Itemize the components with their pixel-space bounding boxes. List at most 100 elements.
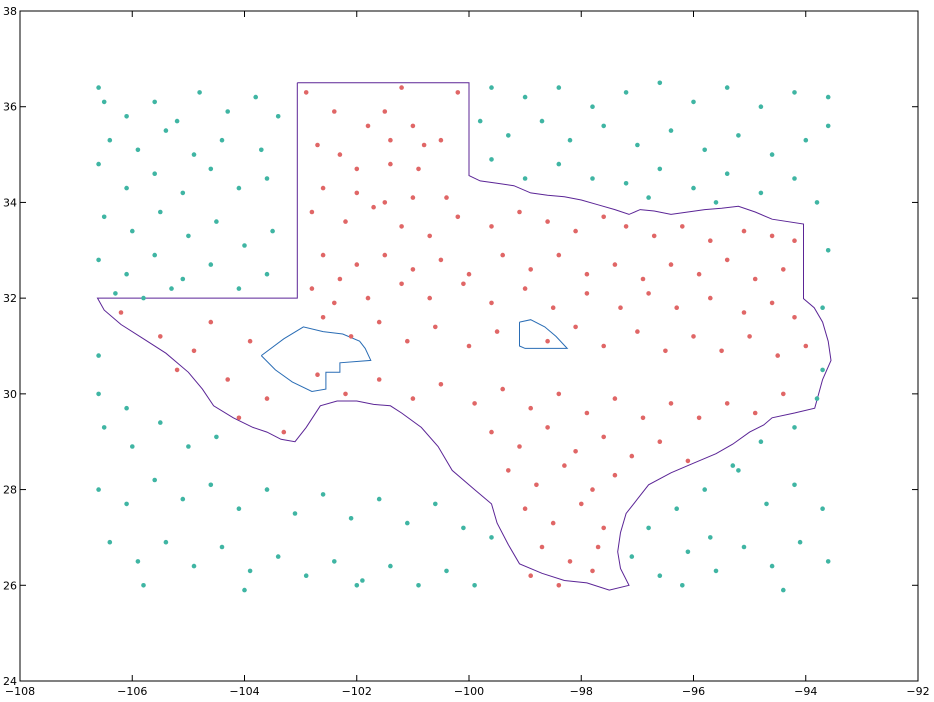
point-outside (236, 286, 242, 291)
point-outside (781, 587, 786, 593)
point-outside (180, 496, 186, 502)
point-inside (382, 109, 388, 114)
point-inside (494, 329, 500, 334)
point-outside (214, 434, 219, 440)
point-outside (825, 123, 831, 129)
point-inside (657, 439, 663, 445)
point-inside (399, 224, 404, 229)
point-inside (309, 209, 315, 215)
point-inside (556, 391, 562, 397)
point-inside (741, 228, 747, 234)
point-outside (130, 444, 135, 449)
point-outside (101, 99, 107, 105)
point-outside (354, 583, 360, 588)
point-outside (522, 176, 528, 181)
point-outside (247, 568, 253, 574)
point-outside (259, 147, 264, 153)
y-tick-label: 32 (3, 292, 17, 305)
point-outside (180, 190, 186, 196)
point-inside (320, 252, 326, 258)
point-inside (612, 262, 618, 267)
point-outside (242, 587, 247, 593)
point-outside (96, 85, 101, 90)
point-outside (107, 539, 113, 545)
point-outside (332, 559, 337, 564)
point-outside (197, 90, 202, 95)
point-outside (433, 501, 438, 507)
point-inside (635, 329, 640, 334)
point-outside (724, 85, 730, 90)
point-outside (208, 482, 214, 488)
point-outside (96, 257, 101, 263)
point-inside (506, 468, 511, 473)
point-inside (719, 348, 724, 354)
point-outside (303, 573, 309, 578)
y-tick-label: 28 (3, 484, 17, 497)
x-tick-label: −92 (906, 685, 929, 698)
point-outside (163, 539, 169, 545)
point-outside (158, 420, 163, 425)
point-inside (500, 386, 506, 392)
point-inside (550, 520, 556, 526)
point-inside (191, 348, 197, 354)
point-outside (713, 200, 719, 205)
x-tick-label: −102 (342, 685, 372, 698)
point-outside (825, 94, 831, 100)
point-inside (573, 228, 578, 234)
point-outside (158, 209, 163, 215)
point-outside (646, 525, 651, 531)
point-inside (781, 267, 786, 272)
point-inside (388, 161, 393, 167)
point-outside (758, 190, 764, 196)
point-inside (354, 190, 360, 196)
point-outside (691, 99, 696, 105)
point-inside (584, 271, 590, 277)
point-inside (724, 401, 730, 406)
point-inside (601, 343, 606, 349)
point-outside (792, 482, 797, 488)
point-outside (219, 544, 225, 550)
point-inside (601, 434, 606, 440)
point-outside (702, 147, 707, 153)
point-inside (696, 271, 702, 277)
x-axis: −108 −106 −104 −102 −100 −98 −96 −94 −92 (5, 11, 930, 698)
point-outside (388, 563, 393, 569)
point-inside (354, 262, 360, 267)
point-outside (674, 506, 679, 512)
point-outside (668, 128, 674, 133)
point-outside (825, 559, 831, 564)
point-inside (388, 137, 393, 143)
point-outside (713, 568, 719, 574)
point-outside (124, 114, 129, 119)
point-inside (724, 257, 730, 263)
point-inside (376, 319, 382, 325)
point-inside (303, 90, 309, 95)
point-inside (651, 233, 657, 239)
point-inside (399, 281, 404, 287)
point-outside (186, 233, 191, 239)
point-inside (752, 276, 758, 282)
point-outside (657, 166, 663, 172)
point-outside (708, 535, 713, 540)
x-tick-label: −108 (5, 685, 35, 698)
point-inside (775, 353, 780, 358)
point-inside (174, 367, 180, 373)
point-inside (517, 444, 522, 449)
point-inside (573, 324, 578, 330)
point-inside (623, 224, 629, 229)
point-inside (567, 559, 573, 564)
point-outside (169, 286, 174, 291)
point-outside (416, 583, 421, 588)
point-outside (180, 276, 186, 282)
point-inside (382, 200, 388, 205)
point-inside (343, 391, 348, 397)
point-inside (500, 252, 506, 258)
point-inside (668, 401, 674, 406)
point-outside (152, 252, 157, 258)
point-inside (534, 482, 539, 488)
point-inside (528, 405, 533, 411)
point-inside (522, 506, 528, 512)
point-outside (101, 214, 107, 220)
point-inside (545, 219, 550, 224)
point-inside (461, 281, 466, 287)
